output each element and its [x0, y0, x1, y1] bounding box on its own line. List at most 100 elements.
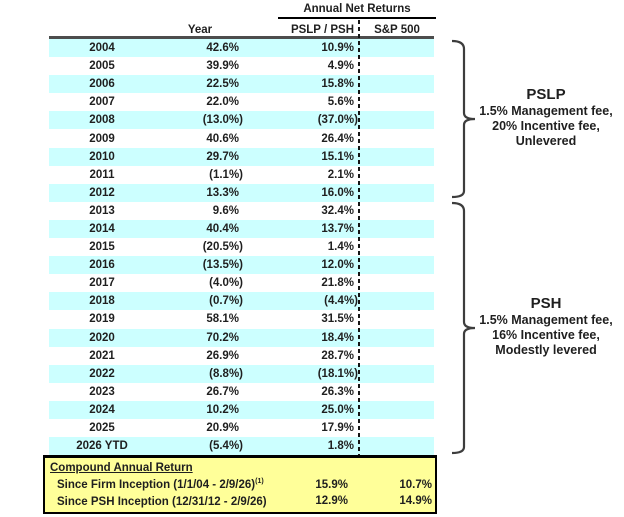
pslp-annotation-title: PSLP — [526, 86, 566, 103]
pslp-annotation: PSLP 1.5% Management fee, 20% Incentive … — [468, 86, 624, 149]
since-psh-inception-fund-value: 12.9% — [315, 495, 348, 508]
footnote-marker: (1) — [255, 478, 264, 486]
cell-year: 2014 — [89, 222, 115, 235]
cell-bench: (37.0%) — [317, 114, 358, 127]
cell-year: 2010 — [89, 150, 115, 163]
cell-year: 2007 — [89, 96, 115, 109]
since-psh-inception-benchmark-value: 14.9% — [399, 495, 432, 508]
cell-bench: (18.1%) — [317, 367, 358, 380]
cell-bench: 25.0% — [321, 403, 354, 416]
cell-bench: 2.1% — [327, 168, 354, 181]
table-row: 2015 (20.5%) 1.4% — [49, 238, 434, 256]
cell-year: 2023 — [89, 385, 115, 398]
cell-fund: (13.0%) — [202, 114, 243, 127]
pslp-annotation-line: 20% Incentive fee, — [492, 119, 600, 133]
cell-year: 2006 — [89, 78, 115, 91]
cell-fund: 42.6% — [206, 42, 239, 55]
cell-fund: (13.5%) — [202, 259, 243, 272]
column-header-row: Year PSLP / PSH S&P 500 — [49, 20, 434, 39]
cell-year: 2016 — [89, 259, 115, 272]
table-row: 2022 (8.8%) (18.1%) — [49, 364, 434, 383]
cell-bench: 4.9% — [327, 60, 354, 73]
cell-year: 2009 — [89, 132, 115, 145]
table-row: 2008 (13.0%) (37.0%) — [49, 111, 434, 130]
cell-bench: 15.8% — [321, 78, 354, 91]
grouping-braces — [451, 39, 476, 455]
cell-bench: 31.5% — [321, 313, 354, 326]
cell-year: 2011 — [89, 168, 115, 181]
cell-year: 2021 — [89, 349, 115, 362]
table-row: 2026 YTD (5.4%) 1.8% — [49, 437, 434, 456]
cell-bench: 10.9% — [321, 42, 354, 55]
psh-annotation-title: PSH — [530, 295, 562, 312]
table-row: 2025 20.9% 17.9% — [49, 419, 434, 437]
since-firm-inception-text: Since Firm Inception (1/1/04 - 2/9/26) — [57, 478, 256, 491]
cell-bench: 17.9% — [321, 422, 354, 435]
cell-fund: (5.4%) — [209, 440, 243, 453]
cell-year: 2026 YTD — [76, 440, 128, 453]
column-header-pslp-psh: PSLP / PSH — [290, 24, 354, 36]
cell-fund: 58.1% — [206, 313, 239, 326]
table-row: 2013 9.6% 32.4% — [49, 202, 434, 220]
cell-year: 2022 — [89, 367, 115, 380]
annual-returns-table-body: 2004 42.6% 10.9% 2005 39.9% 4.9% 2006 22.5% 15.8… — [49, 39, 434, 456]
compound-annual-return-title: Compound Annual Return — [50, 462, 193, 475]
cell-fund: 20.9% — [206, 422, 239, 435]
table-row: 2007 22.0% 5.6% — [49, 93, 434, 111]
cell-year: 2018 — [89, 295, 115, 308]
cell-year: 2017 — [89, 277, 115, 290]
column-header-year: Year — [187, 24, 213, 36]
table-row: 2021 26.9% 28.7% — [49, 347, 434, 365]
cell-bench: 12.0% — [321, 259, 354, 272]
table-row: 2009 40.6% 26.4% — [49, 129, 434, 147]
cell-bench: 18.4% — [321, 331, 354, 344]
since-firm-inception-benchmark-value: 10.7% — [399, 478, 432, 491]
table-row: 2024 10.2% 25.0% — [49, 400, 434, 419]
table-row: 2006 22.5% 15.8% — [49, 75, 434, 94]
pslp-brace-icon — [451, 39, 476, 199]
cell-bench: 32.4% — [321, 204, 354, 217]
cell-fund: 40.4% — [206, 222, 239, 235]
cell-fund: 22.0% — [206, 96, 239, 109]
table-row: 2018 (0.7%) (4.4%) — [49, 292, 434, 311]
cell-year: 2008 — [89, 114, 115, 127]
cell-fund: 13.3% — [206, 186, 239, 199]
pslp-annotation-line: 1.5% Management fee, — [479, 104, 613, 118]
compound-annual-return-box: Compound Annual Return Since Firm Incept… — [43, 455, 437, 514]
psh-brace-icon — [451, 201, 476, 455]
cell-fund: 40.6% — [206, 132, 239, 145]
table-row: 2004 42.6% 10.9% — [49, 39, 434, 58]
cell-bench: 13.7% — [321, 222, 354, 235]
cell-year: 2015 — [89, 241, 115, 254]
table-row: 2020 70.2% 18.4% — [49, 328, 434, 347]
cell-year: 2024 — [89, 403, 115, 416]
cell-fund: 39.9% — [206, 60, 239, 73]
cell-year: 2012 — [89, 186, 115, 199]
since-psh-inception-label: Since PSH Inception (12/31/12 - 2/9/26) — [45, 495, 290, 508]
cell-fund: (8.8%) — [209, 367, 243, 380]
cell-fund: (0.7%) — [209, 295, 243, 308]
cell-bench: 16.0% — [321, 186, 354, 199]
column-divider-dashed-line — [358, 20, 360, 455]
table-row: Since Firm Inception (1/1/04 - 2/9/26)(1… — [45, 478, 435, 491]
cell-bench: 26.4% — [321, 132, 354, 145]
cell-year: 2005 — [89, 60, 115, 73]
cell-fund: 70.2% — [206, 331, 239, 344]
cell-year: 2013 — [89, 204, 115, 217]
table-row: 2005 39.9% 4.9% — [49, 57, 434, 75]
cell-fund: (20.5%) — [202, 241, 243, 254]
cell-bench: 21.8% — [321, 277, 354, 290]
since-firm-inception-fund-value: 15.9% — [315, 478, 348, 491]
column-header-sp500: S&P 500 — [374, 24, 420, 36]
cell-bench: 5.6% — [327, 96, 354, 109]
cell-fund: 26.9% — [206, 349, 239, 362]
cell-bench: (4.4%) — [324, 295, 358, 308]
table-row: 2017 (4.0%) 21.8% — [49, 274, 434, 292]
cell-fund: (1.1%) — [209, 168, 243, 181]
table-row: 2014 40.4% 13.7% — [49, 219, 434, 239]
table-row: 2023 26.7% 26.3% — [49, 383, 434, 401]
cell-fund: (4.0%) — [209, 277, 243, 290]
since-firm-inception-label: Since Firm Inception (1/1/04 - 2/9/26)(1… — [45, 478, 290, 491]
table-row: 2011 (1.1%) 2.1% — [49, 166, 434, 184]
